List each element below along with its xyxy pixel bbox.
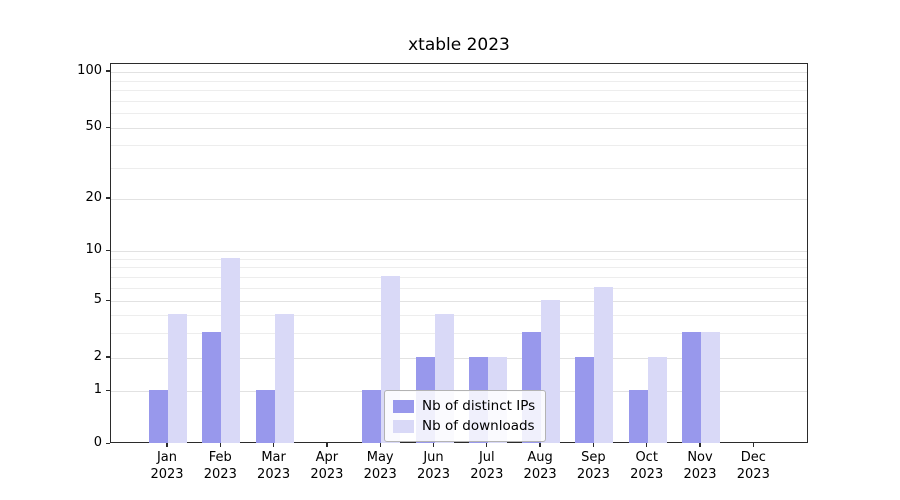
bar-downloads bbox=[594, 287, 614, 443]
y-tick-label: 1 bbox=[93, 382, 102, 398]
x-tick-mark bbox=[379, 443, 381, 447]
legend-label: Nb of downloads bbox=[422, 418, 535, 434]
gridline bbox=[111, 267, 807, 269]
legend-row: Nb of distinct IPs bbox=[393, 396, 535, 416]
bar-downloads bbox=[647, 356, 667, 443]
bar-downloads bbox=[274, 313, 294, 443]
gridline bbox=[111, 357, 807, 359]
y-tick-mark bbox=[106, 299, 110, 301]
gridline bbox=[111, 276, 807, 278]
y-tick-mark bbox=[106, 197, 110, 199]
y-tick-label: 2 bbox=[93, 348, 102, 364]
y-tick-label: 5 bbox=[93, 292, 102, 308]
bar-downloads bbox=[221, 257, 241, 443]
gridline bbox=[111, 198, 807, 200]
bar-distinct-ips bbox=[149, 390, 168, 443]
x-tick-label: Jun 2023 bbox=[416, 450, 451, 482]
x-tick-mark bbox=[272, 443, 275, 447]
x-tick-label: Nov 2023 bbox=[683, 450, 717, 482]
gridline bbox=[111, 80, 807, 82]
y-tick-label: 10 bbox=[85, 242, 102, 258]
x-tick-mark bbox=[326, 443, 328, 447]
gridline bbox=[111, 128, 807, 130]
x-tick-mark bbox=[539, 443, 541, 447]
bar-distinct-ips bbox=[255, 390, 275, 443]
gridline bbox=[111, 100, 807, 102]
y-tick-label: 0 bbox=[93, 435, 102, 450]
y-tick-label: 100 bbox=[77, 62, 102, 78]
x-tick-mark bbox=[432, 443, 435, 447]
x-tick-mark bbox=[166, 443, 168, 447]
y-tick-mark bbox=[106, 70, 110, 72]
x-tick-label: Mar 2023 bbox=[257, 450, 291, 482]
gridline bbox=[111, 288, 807, 290]
gridline bbox=[111, 301, 807, 303]
x-tick-label: Aug 2023 bbox=[523, 450, 557, 482]
gridline bbox=[111, 251, 807, 253]
bar-distinct-ips bbox=[575, 356, 595, 443]
y-tick-mark bbox=[106, 442, 110, 444]
y-tick-mark bbox=[106, 389, 110, 392]
y-tick-label: 50 bbox=[85, 119, 102, 135]
x-tick-mark bbox=[646, 443, 648, 447]
gridline bbox=[111, 314, 807, 316]
x-tick-mark bbox=[699, 443, 701, 447]
x-tick-label: Jan 2023 bbox=[150, 450, 184, 482]
x-tick-mark bbox=[219, 443, 221, 447]
legend-label: Nb of distinct IPs bbox=[422, 398, 536, 414]
y-tick-mark bbox=[106, 249, 110, 252]
x-tick-label: Apr 2023 bbox=[310, 450, 344, 482]
bar-distinct-ips bbox=[362, 390, 382, 443]
bar-downloads bbox=[701, 331, 720, 443]
chart-title: xtable 2023 bbox=[408, 35, 510, 55]
legend: Nb of distinct IPs Nb of downloads bbox=[384, 390, 547, 442]
y-tick-mark bbox=[106, 126, 110, 129]
x-tick-label: Dec 2023 bbox=[736, 450, 770, 482]
x-tick-mark bbox=[592, 443, 595, 447]
plot-area bbox=[110, 63, 808, 443]
y-tick-label: 20 bbox=[85, 189, 102, 205]
x-tick-mark bbox=[752, 443, 754, 447]
gridline bbox=[111, 332, 807, 334]
gridline bbox=[111, 90, 807, 92]
x-tick-label: Jul 2023 bbox=[470, 450, 504, 482]
x-tick-label: May 2023 bbox=[363, 450, 397, 482]
legend-row: Nb of downloads bbox=[393, 416, 535, 436]
gridline bbox=[111, 113, 807, 115]
gridline bbox=[111, 258, 807, 260]
legend-swatch bbox=[393, 419, 414, 433]
bar-distinct-ips bbox=[628, 390, 648, 443]
x-tick-mark bbox=[486, 443, 488, 447]
gridline bbox=[111, 145, 807, 147]
y-tick-mark bbox=[106, 356, 110, 358]
gridline bbox=[111, 71, 807, 73]
legend-swatch bbox=[393, 399, 414, 413]
bar-distinct-ips bbox=[202, 331, 222, 443]
bar-downloads bbox=[168, 313, 187, 443]
bar-distinct-ips bbox=[682, 331, 701, 443]
x-tick-label: Sep 2023 bbox=[576, 450, 610, 482]
x-tick-label: Feb 2023 bbox=[203, 450, 237, 482]
gridline bbox=[111, 167, 807, 169]
x-tick-label: Oct 2023 bbox=[630, 450, 664, 482]
